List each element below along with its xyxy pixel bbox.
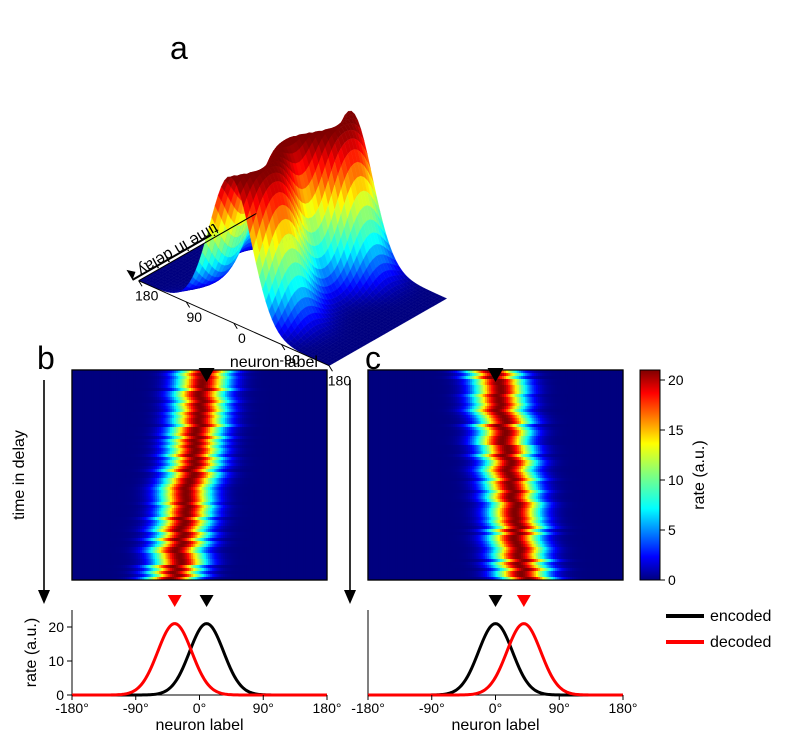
encoded-peak-marker-icon <box>200 595 214 607</box>
panel_c-heatmap <box>368 368 624 581</box>
panel-bc-svg: time in delay-180°-90°0°90°180°neuron la… <box>0 0 800 735</box>
encoded-curve <box>72 624 327 695</box>
decoded-peak-marker-icon <box>517 595 531 607</box>
decoded-curve <box>368 624 623 695</box>
encoded-peak-marker-icon <box>489 595 503 607</box>
colorbar: 05101520rate (a.u.) <box>640 370 708 588</box>
time-arrow-c <box>344 380 356 604</box>
panel_c-lineplot: -180°-90°0°90°180°neuron label <box>351 595 637 734</box>
figure-root: a b c 180900-90-180neuron labeltime in d… <box>0 0 800 735</box>
panel_b-lineplot: -180°-90°0°90°180°neuron label01020rate … <box>23 595 341 734</box>
decoded-peak-marker-icon <box>168 595 182 607</box>
encoded-curve <box>368 624 623 695</box>
decoded-curve <box>72 624 327 695</box>
time-arrow-b: time in delay <box>11 380 50 604</box>
panel_b-heatmap <box>72 368 328 581</box>
legend: encodeddecoded <box>666 608 771 651</box>
